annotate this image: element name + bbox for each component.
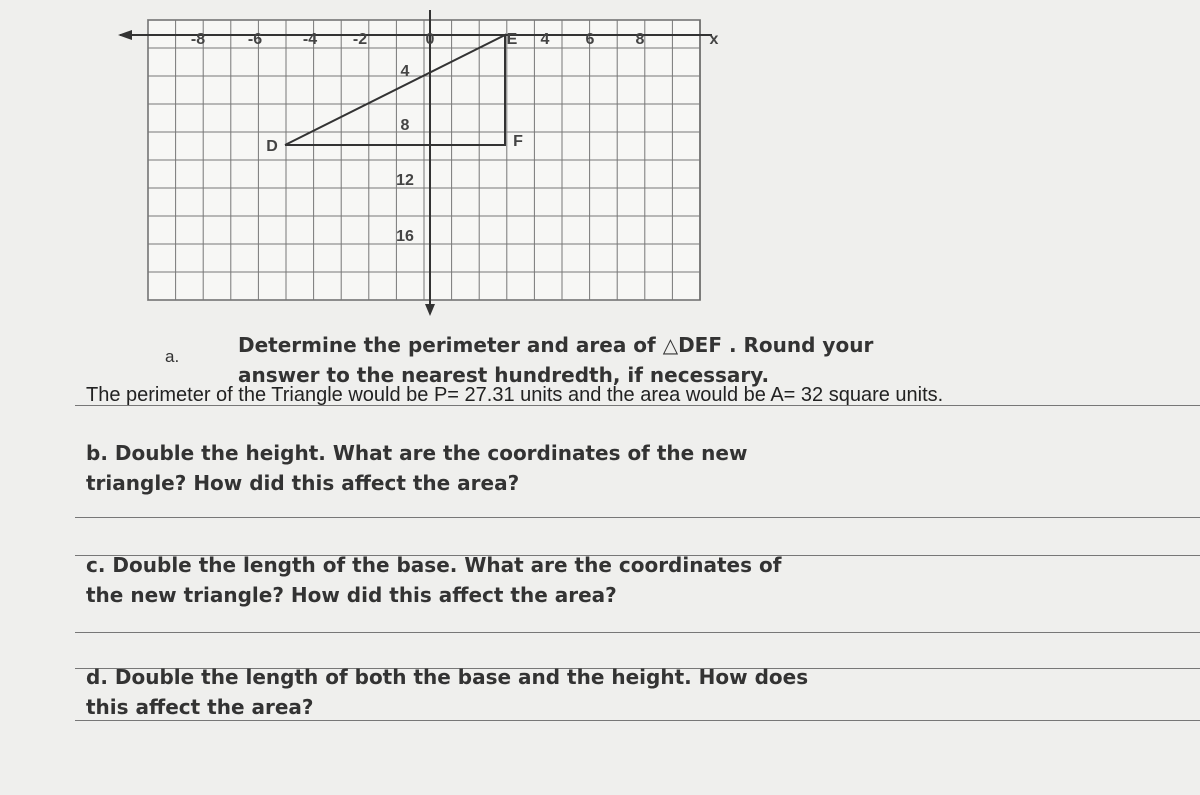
question-label: a.	[165, 347, 180, 366]
y-axis-label: 8	[401, 117, 410, 134]
point-label: D	[266, 138, 278, 155]
x-axis-label: 8	[636, 31, 645, 48]
x-axis-label: -6	[248, 31, 262, 48]
question-text: b. Double the height. What are the coord…	[86, 441, 748, 495]
y-axis-label: 4	[401, 63, 410, 80]
point-label: F	[513, 133, 523, 150]
question-text: c. Double the length of the base. What a…	[86, 553, 782, 607]
answer-line	[75, 405, 1200, 406]
x-axis-arrow	[118, 30, 132, 40]
y-axis-arrow	[425, 304, 435, 316]
y-axis-label: 12	[396, 172, 414, 189]
answer-text: The perimeter of the Triangle would be P…	[86, 384, 944, 406]
question-text: d. Double the length of both the base an…	[86, 665, 809, 719]
x-axis-label: -2	[353, 31, 367, 48]
grid	[147, 19, 700, 301]
x-axis-label: 6	[586, 31, 595, 48]
triangle-def	[284, 33, 506, 146]
x-axis-label: 0	[426, 31, 435, 48]
y-axis-label: 16	[396, 228, 414, 245]
answer-line	[75, 720, 1200, 721]
x-axis-label: -4	[303, 31, 317, 48]
answer-line	[75, 668, 1200, 669]
x-axis-label: x	[710, 31, 719, 48]
x-axis-label: E	[507, 31, 518, 48]
x-axis-label: -8	[191, 31, 205, 48]
question-prompt: Determine the perimeter and area of △DEF…	[238, 333, 874, 387]
coordinate-graph: D F -8 -6 -4 -2 0 E 4 6 8 x 4 8 12 16	[118, 10, 719, 316]
answer-line	[75, 632, 1200, 633]
answer-line	[75, 517, 1200, 518]
answer-line	[75, 555, 1200, 556]
x-axis-label: 4	[541, 31, 550, 48]
